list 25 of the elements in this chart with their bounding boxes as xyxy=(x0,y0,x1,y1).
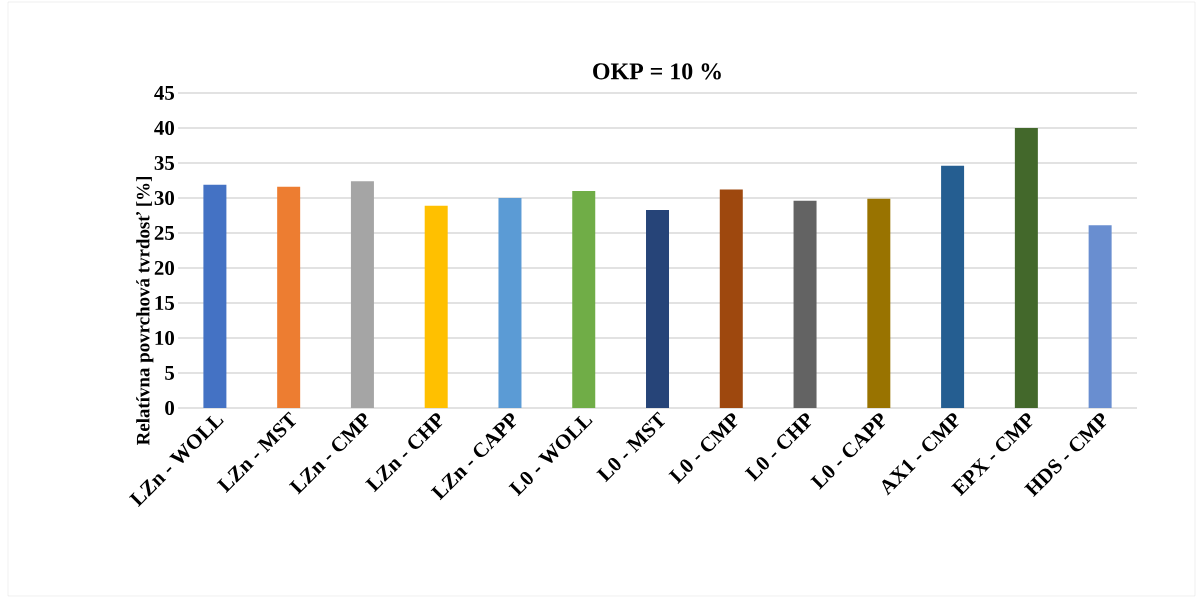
bar xyxy=(867,198,891,408)
bar xyxy=(498,197,522,408)
y-tick-label: 25 xyxy=(154,225,175,241)
y-tick-label: 20 xyxy=(154,260,175,276)
bar xyxy=(424,205,448,408)
bar xyxy=(350,181,374,408)
bar xyxy=(793,200,817,408)
bar xyxy=(646,209,670,408)
bar xyxy=(203,184,227,408)
y-tick-label: 30 xyxy=(154,190,175,206)
y-tick-label: 5 xyxy=(165,366,175,380)
y-tick-label: 40 xyxy=(154,120,175,136)
chart-title: OKP = 10 % xyxy=(593,63,721,80)
y-tick-label: 0 xyxy=(165,400,175,416)
bar xyxy=(1088,225,1112,408)
y-tick-label: 15 xyxy=(155,295,175,310)
bar xyxy=(277,186,301,408)
y-axis-title: Relatívna povrchová tvrdosť [%] xyxy=(136,177,154,446)
y-tick-label: 45 xyxy=(154,86,175,100)
bar xyxy=(941,165,965,408)
bar xyxy=(572,190,596,408)
y-tick-label: 35 xyxy=(154,155,175,171)
y-tick-label: 10 xyxy=(155,330,175,346)
bar xyxy=(719,189,743,408)
bar xyxy=(1014,127,1038,408)
